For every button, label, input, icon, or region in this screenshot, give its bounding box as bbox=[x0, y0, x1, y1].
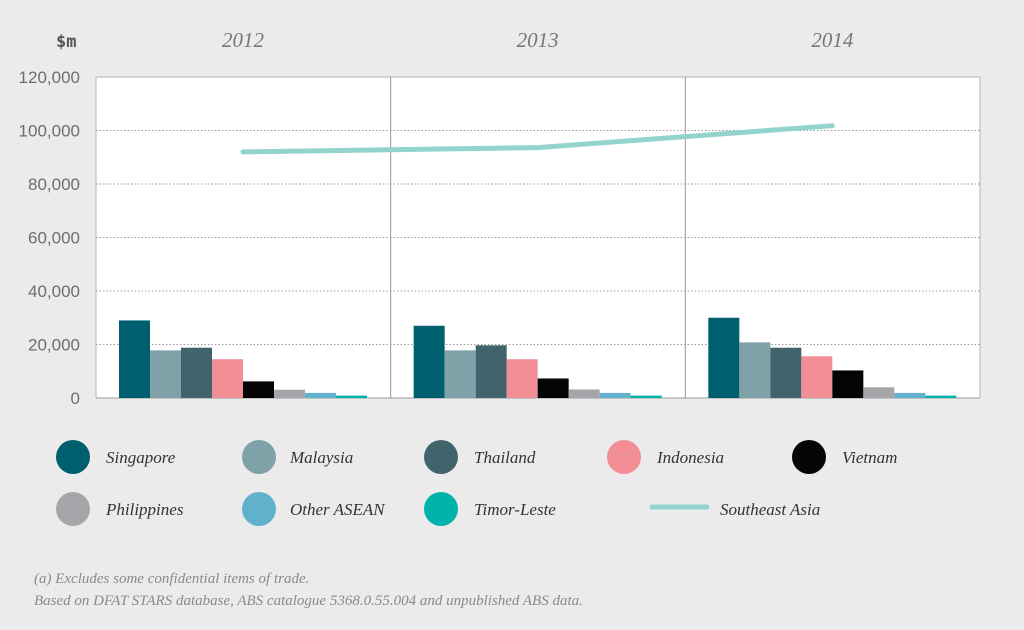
legend-label-philippines: Philippines bbox=[105, 500, 184, 519]
legend-swatch-indonesia bbox=[607, 440, 641, 474]
y-tick-label: 40,000 bbox=[28, 282, 80, 301]
legend-swatch-timor-leste bbox=[424, 492, 458, 526]
bar-timor-leste-2014 bbox=[925, 395, 957, 398]
bar-vietnam-2014 bbox=[832, 370, 864, 398]
bar-malaysia-2014 bbox=[739, 342, 771, 398]
legend-label-timor-leste: Timor-Leste bbox=[474, 500, 556, 519]
legend-swatch-philippines bbox=[56, 492, 90, 526]
bar-philippines-2012 bbox=[274, 389, 305, 398]
bar-malaysia-2012 bbox=[150, 350, 181, 398]
year-label-2013: 2013 bbox=[517, 28, 559, 52]
bar-vietnam-2013 bbox=[537, 378, 569, 398]
bar-philippines-2013 bbox=[568, 389, 600, 398]
y-unit-label: $m bbox=[56, 32, 76, 52]
bar-thailand-2014 bbox=[770, 347, 802, 398]
bar-thailand-2012 bbox=[181, 347, 212, 398]
footnote-source: Based on DFAT STARS database, ABS catalo… bbox=[34, 593, 583, 609]
year-label-2014: 2014 bbox=[811, 28, 854, 52]
footnote-exclusions: (a) Excludes some confidential items of … bbox=[34, 571, 310, 587]
legend-swatch-other-asean bbox=[242, 492, 276, 526]
bar-singapore-2013 bbox=[413, 325, 445, 398]
legend-label-vietnam: Vietnam bbox=[842, 448, 897, 467]
bar-thailand-2013 bbox=[475, 345, 507, 398]
y-tick-label: 80,000 bbox=[28, 175, 80, 194]
bar-malaysia-2013 bbox=[444, 350, 476, 398]
y-tick-label: 0 bbox=[71, 389, 80, 408]
legend-swatch-malaysia bbox=[242, 440, 276, 474]
bar-other-asean-2013 bbox=[599, 392, 631, 398]
legend-swatch-thailand bbox=[424, 440, 458, 474]
bar-vietnam-2012 bbox=[243, 381, 274, 398]
bar-timor-leste-2012 bbox=[336, 395, 367, 398]
year-label-2012: 2012 bbox=[222, 28, 265, 52]
bar-indonesia-2014 bbox=[801, 356, 833, 398]
bar-singapore-2014 bbox=[708, 317, 740, 398]
y-tick-label: 20,000 bbox=[28, 336, 80, 355]
bar-other-asean-2012 bbox=[305, 392, 336, 398]
legend-label-other-asean: Other ASEAN bbox=[290, 500, 386, 519]
y-tick-label: 60,000 bbox=[28, 229, 80, 248]
bar-singapore-2012 bbox=[119, 320, 150, 398]
y-tick-label: 120,000 bbox=[19, 68, 80, 87]
bar-indonesia-2013 bbox=[506, 359, 538, 398]
legend-label-singapore: Singapore bbox=[106, 448, 176, 467]
legend-label-southeast-asia: Southeast Asia bbox=[720, 500, 820, 519]
legend-label-malaysia: Malaysia bbox=[289, 448, 353, 467]
bar-philippines-2014 bbox=[863, 387, 895, 398]
legend-swatch-vietnam bbox=[792, 440, 826, 474]
y-tick-label: 100,000 bbox=[19, 122, 80, 141]
legend-label-indonesia: Indonesia bbox=[656, 448, 724, 467]
legend-swatch-singapore bbox=[56, 440, 90, 474]
bar-timor-leste-2013 bbox=[630, 395, 662, 398]
bar-other-asean-2014 bbox=[894, 392, 926, 398]
legend-label-thailand: Thailand bbox=[474, 448, 536, 467]
bar-indonesia-2012 bbox=[212, 359, 243, 398]
